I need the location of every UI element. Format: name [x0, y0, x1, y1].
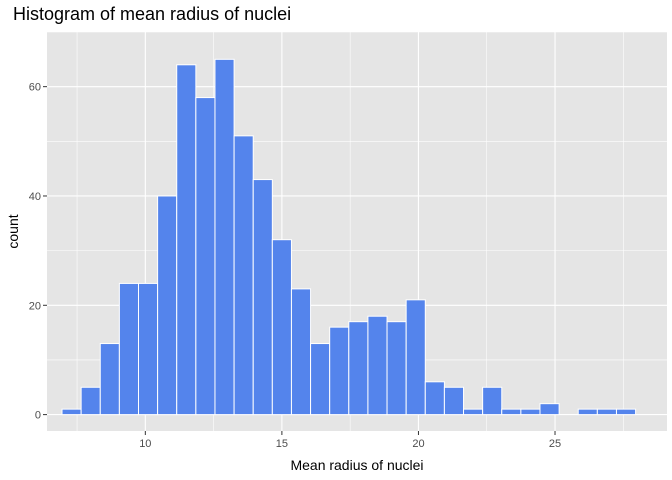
histogram-bar: [367, 315, 388, 416]
histogram-bar: [386, 321, 407, 416]
histogram-bar: [271, 239, 292, 416]
y-tick-label: 40: [29, 191, 41, 203]
x-tick-label: 15: [276, 438, 288, 450]
y-tick-label: 0: [35, 410, 41, 422]
y-axis-title: count: [5, 214, 21, 248]
histogram-bar: [443, 386, 465, 416]
histogram-bar: [252, 179, 273, 416]
y-tick-label: 60: [29, 82, 41, 94]
histogram-bar: [99, 343, 120, 416]
histogram-bar: [61, 408, 82, 416]
histogram-bar: [195, 97, 216, 416]
histogram-bar: [176, 64, 197, 416]
y-tick-label: 20: [29, 300, 41, 312]
histogram-bar: [463, 408, 484, 416]
x-tick-label: 20: [412, 438, 424, 450]
histogram-bar: [520, 408, 541, 416]
histogram-bar: [329, 326, 350, 416]
histogram-bar: [596, 408, 617, 416]
histogram-bar: [424, 381, 445, 416]
x-tick-label: 10: [139, 438, 151, 450]
x-tick-label: 25: [549, 438, 561, 450]
histogram-bar: [310, 343, 331, 416]
histogram-bars: [61, 58, 637, 416]
histogram-bar: [501, 408, 522, 416]
x-axis-title: Mean radius of nuclei: [290, 457, 423, 473]
histogram-bar: [137, 282, 159, 416]
histogram-bar: [157, 195, 178, 416]
histogram-bar: [615, 408, 637, 416]
histogram-bar: [405, 299, 426, 416]
x-axis: 10 15 20 25: [139, 431, 561, 450]
histogram-bar: [214, 58, 235, 416]
chart-title: Histogram of mean radius of nuclei: [13, 4, 292, 24]
histogram-bar: [290, 288, 312, 416]
histogram-bar: [118, 282, 139, 416]
y-axis: 0 20 40 60: [29, 82, 47, 422]
histogram-bar: [539, 403, 560, 416]
histogram-bar: [577, 408, 598, 416]
histogram-bar: [348, 321, 369, 416]
histogram-bar: [233, 135, 254, 416]
histogram-bar: [482, 386, 503, 416]
histogram-bar: [80, 386, 101, 416]
